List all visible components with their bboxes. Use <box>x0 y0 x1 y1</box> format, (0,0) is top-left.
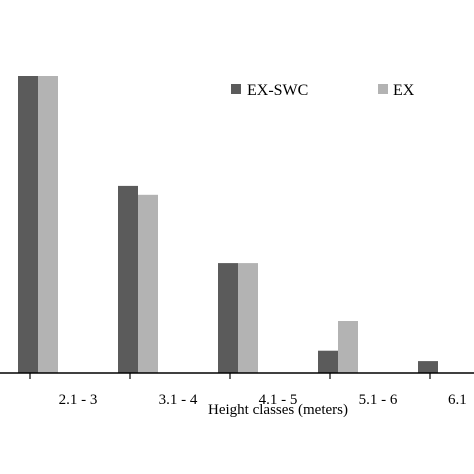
x-ticks-group: 2.1 - 3 3.1 - 4 4.1 - 5 5.1 - 6 6.1 <box>29 373 467 408</box>
bar-ex-1 <box>38 76 58 373</box>
x-tick-label: 5.1 - 6 <box>359 392 398 408</box>
x-tick-label: 4.1 - 5 <box>259 392 298 408</box>
x-tick-label: 6.1 <box>448 392 467 408</box>
bar-ex-3 <box>238 263 258 373</box>
x-axis-title: Height classes (meters) <box>208 402 348 418</box>
bar-ex-2 <box>138 194 158 373</box>
bar-ex-swc-5 <box>418 361 438 373</box>
legend-label-ex: EX <box>393 82 415 99</box>
legend: EX-SWC EX <box>231 82 415 99</box>
legend-label-ex-swc: EX-SWC <box>247 82 308 99</box>
x-tick-label: 2.1 - 3 <box>59 392 98 408</box>
bar-ex-4 <box>338 321 358 373</box>
bar-ex-swc-4 <box>318 350 338 373</box>
bar-ex-swc-2 <box>118 185 138 373</box>
legend-swatch-ex-swc <box>231 84 241 94</box>
bar-ex-swc-3 <box>218 263 238 373</box>
legend-swatch-ex <box>378 84 388 94</box>
x-tick-label: 3.1 - 4 <box>159 392 198 408</box>
bar-ex-swc-1 <box>18 76 38 373</box>
bars-group <box>18 76 438 373</box>
